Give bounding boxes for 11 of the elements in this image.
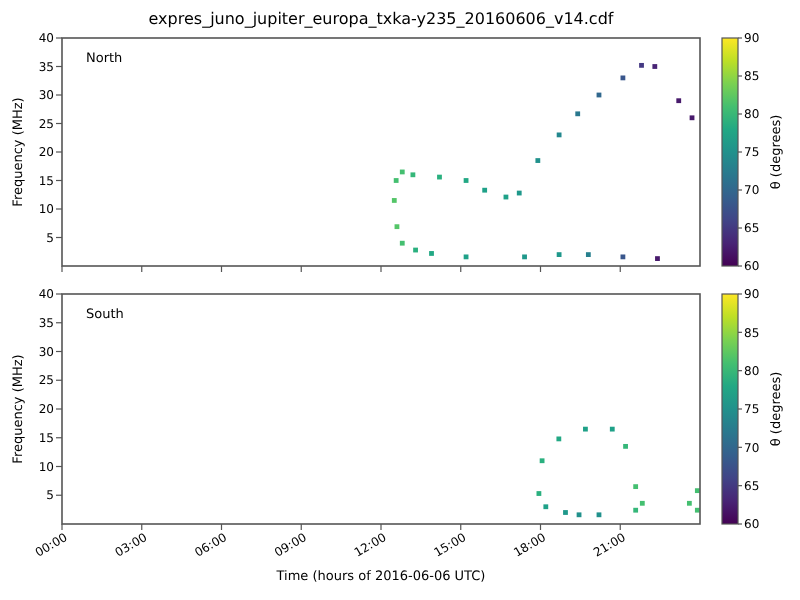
point [676, 98, 682, 104]
point [686, 500, 692, 506]
point [543, 504, 549, 510]
point [575, 111, 581, 117]
point [633, 507, 639, 513]
point [399, 240, 405, 246]
point [633, 484, 639, 490]
point [482, 187, 488, 193]
point [639, 500, 645, 506]
chart-title: expres_juno_jupiter_europa_txka-y235_20160606_v14.cdf [148, 10, 614, 28]
point [609, 426, 615, 432]
